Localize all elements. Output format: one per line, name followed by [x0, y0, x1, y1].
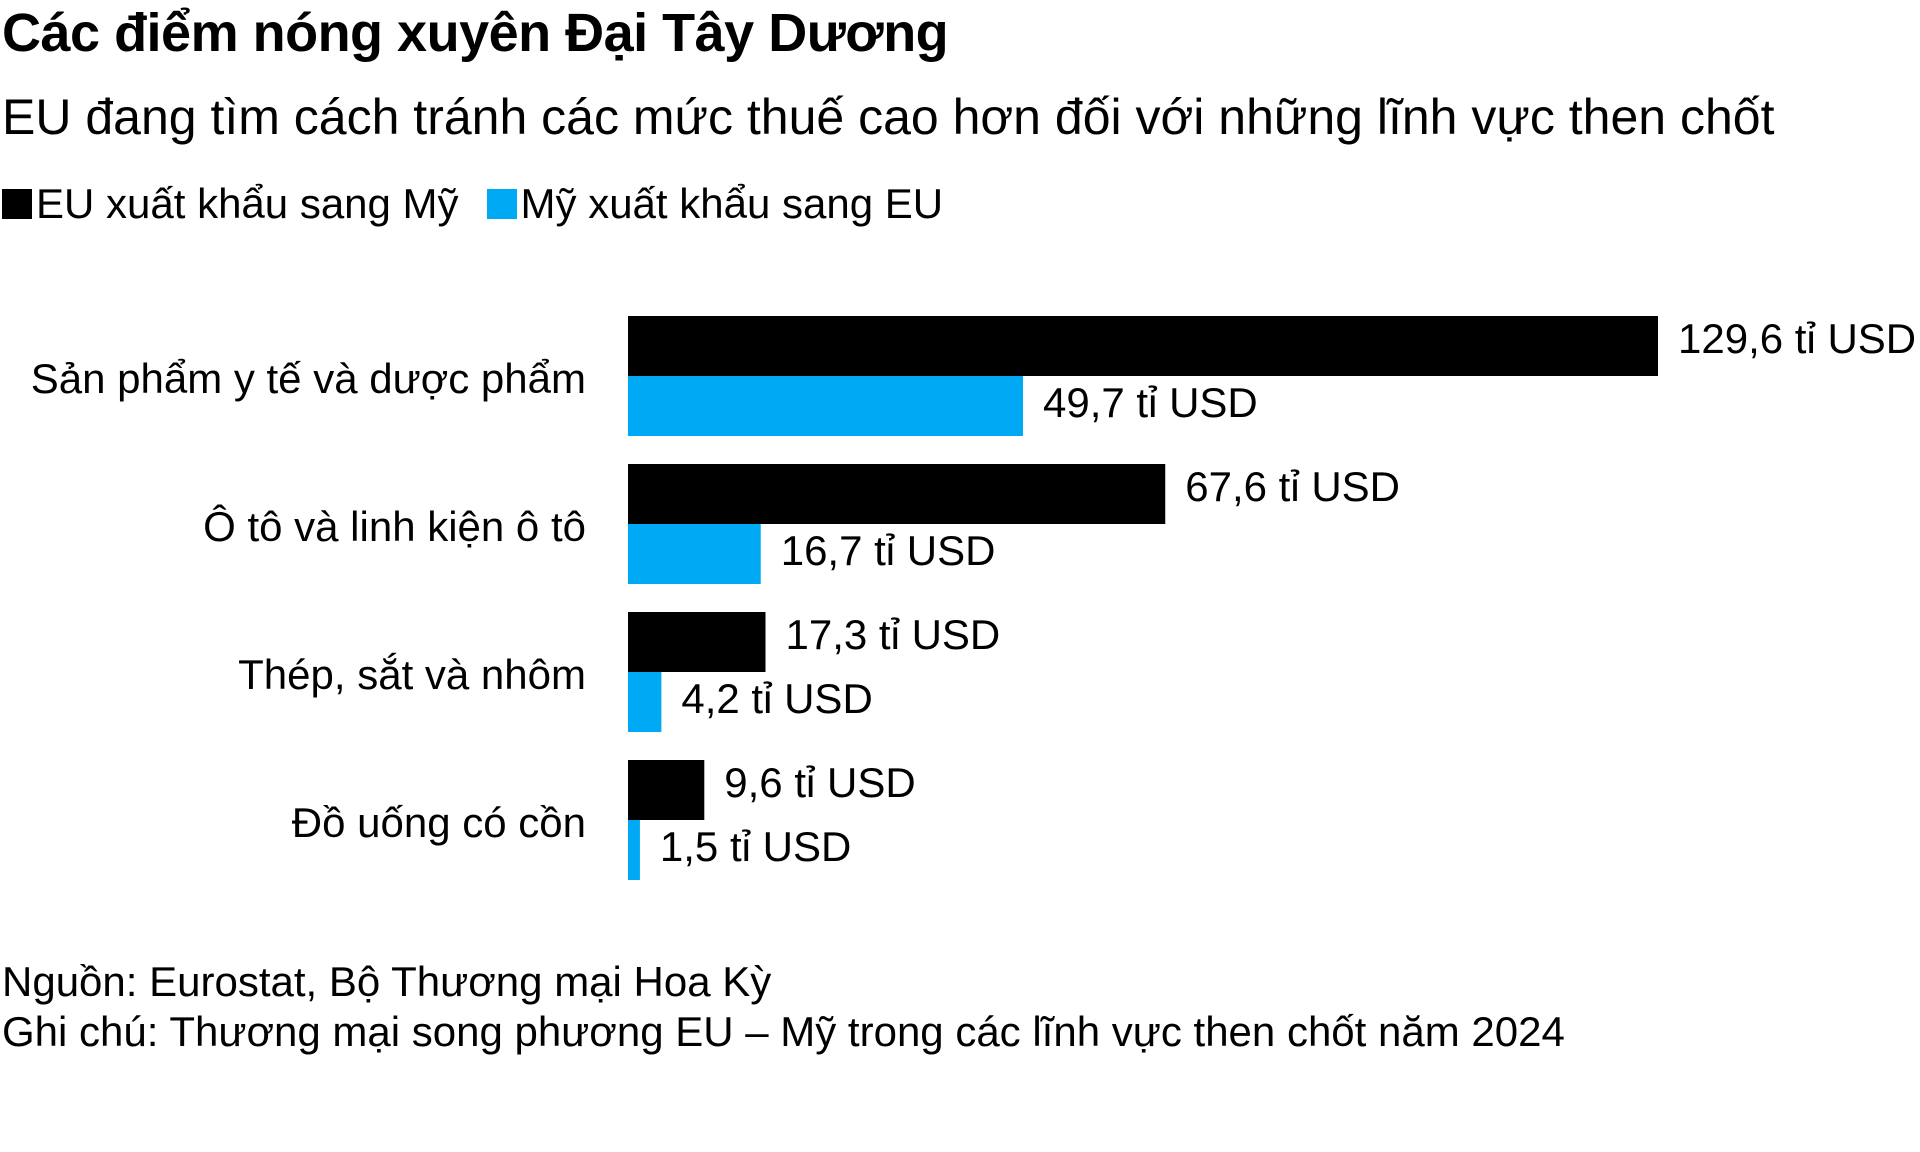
category-label: Thép, sắt và nhôm — [238, 651, 586, 698]
data-label: 9,6 tỉ USD — [724, 759, 915, 806]
bar-eu-exports — [628, 316, 1658, 376]
data-label: 129,6 tỉ USD — [1678, 315, 1916, 362]
category-label: Sản phẩm y tế và dược phẩm — [31, 355, 586, 402]
bar-eu-exports — [628, 464, 1166, 524]
legend: EU xuất khẩu sang Mỹ Mỹ xuất khẩu sang E… — [2, 180, 971, 228]
bar-us-exports — [628, 376, 1023, 436]
legend-item-eu-exports: EU xuất khẩu sang Mỹ — [2, 180, 459, 228]
data-label: 4,2 tỉ USD — [681, 675, 872, 722]
legend-label-eu-exports: EU xuất khẩu sang Mỹ — [36, 180, 459, 227]
data-label: 16,7 tỉ USD — [781, 527, 996, 574]
bar-us-exports — [628, 820, 640, 880]
footnote: Ghi chú: Thương mại song phương EU – Mỹ … — [2, 1008, 1565, 1055]
chart-title: Các điểm nóng xuyên Đại Tây Dương — [2, 3, 949, 63]
bar-chart: Sản phẩm y tế và dược phẩm 129,6 tỉ USD 49… — [31, 315, 1916, 880]
data-label: 17,3 tỉ USD — [785, 611, 1000, 658]
source-note: Nguồn: Eurostat, Bộ Thương mại Hoa Kỳ — [2, 958, 772, 1005]
category-label: Đồ uống có cồn — [292, 799, 586, 846]
bar-us-exports — [628, 672, 662, 732]
bar-eu-exports — [628, 612, 766, 672]
data-label: 49,7 tỉ USD — [1043, 379, 1258, 426]
data-label: 1,5 tỉ USD — [660, 823, 851, 870]
category-label: Ô tô và linh kiện ô tô — [203, 503, 586, 550]
legend-swatch-black — [2, 189, 32, 219]
legend-swatch-blue — [486, 189, 517, 219]
legend-item-us-exports: Mỹ xuất khẩu sang EU — [486, 180, 944, 228]
bar-eu-exports — [628, 760, 705, 820]
legend-label-us-exports: Mỹ xuất khẩu sang EU — [520, 180, 944, 227]
bar-us-exports — [628, 524, 761, 584]
data-label: 67,6 tỉ USD — [1185, 463, 1400, 510]
chart-subtitle: EU đang tìm cách tránh các mức thuế cao … — [2, 89, 1775, 145]
